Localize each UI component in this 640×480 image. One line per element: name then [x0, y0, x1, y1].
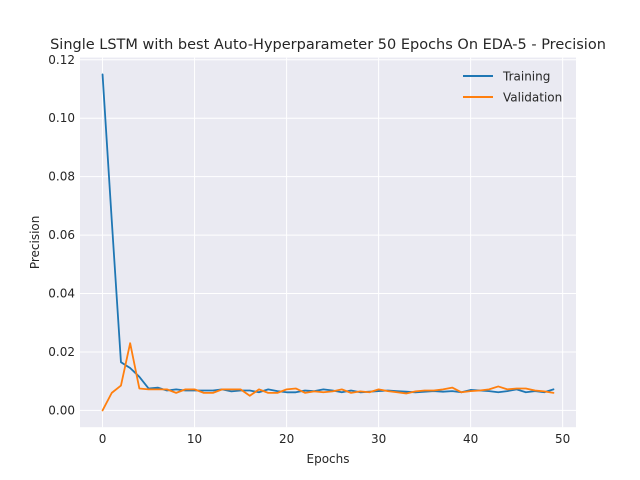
x-tick-label: 40 — [463, 432, 478, 446]
legend-label-training: Training — [502, 70, 550, 84]
legend: Training Validation — [463, 70, 562, 105]
y-tick-label: 0.04 — [48, 287, 75, 301]
chart-title: Single LSTM with best Auto-Hyperparamete… — [50, 37, 606, 53]
x-axis-ticks: 0 10 20 30 40 50 — [99, 432, 571, 446]
y-tick-label: 0.12 — [48, 53, 75, 67]
y-tick-label: 0.02 — [48, 345, 75, 359]
y-axis-ticks: 0.00 0.02 0.04 0.06 0.08 0.10 0.12 — [48, 53, 75, 418]
legend-label-validation: Validation — [503, 91, 562, 105]
x-tick-label: 50 — [555, 432, 570, 446]
x-axis-label: Epochs — [307, 452, 350, 466]
series-line-validation — [101, 342, 555, 412]
x-tick-label: 30 — [371, 432, 386, 446]
y-tick-label: 0.10 — [48, 111, 75, 125]
y-tick-label: 0.06 — [48, 228, 75, 242]
x-tick-label: 0 — [99, 432, 107, 446]
y-tick-label: 0.08 — [48, 170, 75, 184]
series-layer — [101, 73, 555, 412]
x-tick-label: 10 — [187, 432, 202, 446]
plot-area — [80, 57, 576, 428]
y-tick-label: 0.00 — [48, 403, 75, 417]
x-tick-label: 20 — [279, 432, 294, 446]
y-axis-label: Precision — [28, 216, 42, 270]
grid — [80, 57, 576, 428]
